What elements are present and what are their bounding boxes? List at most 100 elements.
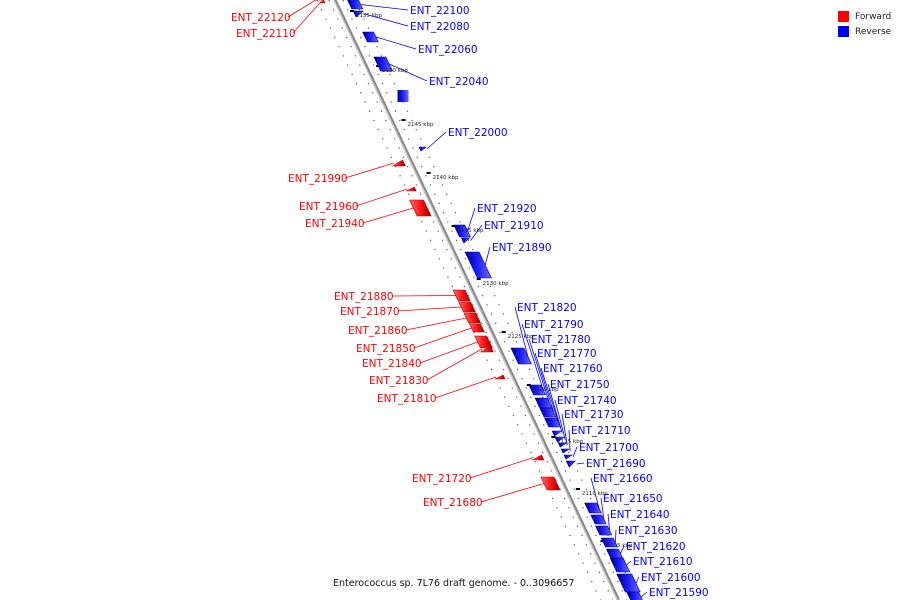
gene-label[interactable]: ENT_21870 <box>340 306 400 318</box>
gene-feature-forward <box>469 323 485 333</box>
gene-leader-line <box>590 477 600 509</box>
gene-label[interactable]: ENT_21940 <box>305 218 365 230</box>
map-caption: Enterococcus sp. 7L76 draft genome. - 0.… <box>333 578 575 589</box>
gene-leader-line <box>626 560 632 566</box>
gene-label[interactable]: ENT_21850 <box>356 343 416 355</box>
gene-leader-line <box>514 306 529 357</box>
gene-label[interactable]: ENT_21650 <box>603 493 663 505</box>
gene-feature-reverse <box>534 397 553 409</box>
gene-label[interactable]: ENT_21820 <box>517 302 577 314</box>
gene-feature-reverse <box>554 436 565 443</box>
gene-label[interactable]: ENT_21890 <box>492 242 552 254</box>
gene-label[interactable]: ENT_21780 <box>531 334 591 346</box>
gene-leader-line <box>600 497 605 520</box>
gene-leader-line <box>426 131 447 150</box>
gene-feature-reverse <box>352 10 365 18</box>
gene-leader-line <box>640 591 648 598</box>
gene-label[interactable]: ENT_21750 <box>550 379 610 391</box>
kbp-tick-label: 2155 kbp <box>356 13 382 19</box>
gene-leader-line <box>292 1 322 34</box>
gene-feature-forward <box>474 335 493 349</box>
gene-feature-reverse <box>560 448 571 454</box>
gene-leader-line <box>362 207 414 224</box>
gene-leader-line <box>413 327 472 349</box>
gene-label[interactable]: ENT_21610 <box>633 556 693 568</box>
gene-leader-line <box>534 352 555 413</box>
gene-feature-reverse <box>397 90 409 102</box>
gene-feature-forward <box>540 476 561 491</box>
gene-label[interactable]: ENT_22110 <box>236 28 296 40</box>
kbp-tick-label: 2140 kbp <box>433 175 459 181</box>
kbp-tick-label: 2150 kbp <box>382 68 408 74</box>
gene-leader-line <box>470 224 483 241</box>
gene-feature-forward <box>406 186 417 192</box>
gene-feature-forward <box>319 0 326 4</box>
gene-label[interactable]: ENT_21700 <box>579 442 639 454</box>
legend: Forward Reverse <box>838 9 891 39</box>
gene-label[interactable]: ENT_21990 <box>288 173 348 185</box>
kbp-tick-label: 2105 kbp <box>606 543 632 549</box>
gene-label[interactable]: ENT_22060 <box>418 44 478 56</box>
gene-feature-reverse <box>347 0 364 10</box>
gene-feature-forward <box>452 289 471 302</box>
gene-label[interactable]: ENT_21770 <box>537 348 597 360</box>
gene-feature-reverse <box>373 56 394 72</box>
kbp-tick-label: 2135 kbp <box>458 228 484 234</box>
kbp-tick-label: 2130 kbp <box>483 281 509 287</box>
gene-leader-line <box>540 367 560 423</box>
gene-feature-forward <box>391 159 406 167</box>
gene-leader-line <box>614 529 617 543</box>
gene-label[interactable]: ENT_21810 <box>377 393 437 405</box>
gene-label[interactable]: ENT_21960 <box>299 201 359 213</box>
kbp-tick-label: 2145 kbp <box>408 122 434 128</box>
gene-leader-line <box>391 295 456 297</box>
gene-leader-line <box>568 429 571 452</box>
kbp-tick-label: 2125 kbp <box>508 334 534 340</box>
gene-label[interactable]: ENT_21880 <box>334 291 394 303</box>
gene-label[interactable]: ENT_22080 <box>410 21 470 33</box>
genome-backbone <box>333 0 620 600</box>
gene-label[interactable]: ENT_21920 <box>477 203 537 215</box>
gene-label[interactable]: ENT_21710 <box>571 425 631 437</box>
gene-leader-line <box>287 0 317 18</box>
gene-label[interactable]: ENT_21600 <box>641 572 701 584</box>
gene-label[interactable]: ENT_21620 <box>626 541 686 553</box>
gene-feature-forward <box>458 301 476 313</box>
gene-label[interactable]: ENT_21640 <box>610 509 670 521</box>
gene-leader-line <box>635 576 640 584</box>
gene-feature-reverse <box>609 557 631 573</box>
gene-label[interactable]: ENT_21840 <box>362 358 422 370</box>
legend-label-reverse: Reverse <box>855 26 892 37</box>
gene-label[interactable]: ENT_22120 <box>231 12 291 24</box>
gene-label[interactable]: ENT_21590 <box>649 587 709 599</box>
gene-feature-reverse <box>557 442 568 448</box>
gene-label[interactable]: ENT_21790 <box>524 319 584 331</box>
gene-feature-reverse <box>464 251 492 279</box>
gene-label[interactable]: ENT_21860 <box>348 325 408 337</box>
gene-label[interactable]: ENT_21720 <box>412 473 472 485</box>
gene-feature-forward <box>531 454 545 461</box>
gene-label[interactable]: ENT_21760 <box>543 363 603 375</box>
gene-label[interactable]: ENT_21680 <box>423 497 483 509</box>
gene-label[interactable]: ENT_22100 <box>410 5 470 17</box>
gene-label[interactable]: ENT_22000 <box>448 127 508 139</box>
gene-label[interactable]: ENT_21910 <box>484 220 544 232</box>
reverse-swatch <box>838 26 849 37</box>
gene-label[interactable]: ENT_21830 <box>369 375 429 387</box>
gene-label[interactable]: ENT_21690 <box>586 458 646 470</box>
gene-feature-reverse <box>600 537 618 548</box>
gene-feature-reverse <box>460 237 471 244</box>
gene-label[interactable]: ENT_21630 <box>618 525 678 537</box>
gene-label[interactable]: ENT_22040 <box>429 76 489 88</box>
gene-label[interactable]: ENT_21730 <box>564 409 624 421</box>
gene-leader-line <box>480 483 545 503</box>
gene-label[interactable]: ENT_21740 <box>557 395 617 407</box>
gene-leader-line <box>521 323 544 391</box>
gene-leader-line <box>419 341 478 364</box>
gene-leader-line <box>469 457 534 479</box>
gene-feature-reverse <box>584 502 602 514</box>
legend-item-forward: Forward <box>838 9 891 24</box>
gene-label[interactable]: ENT_21660 <box>593 473 653 485</box>
gene-feature-reverse <box>616 573 641 593</box>
